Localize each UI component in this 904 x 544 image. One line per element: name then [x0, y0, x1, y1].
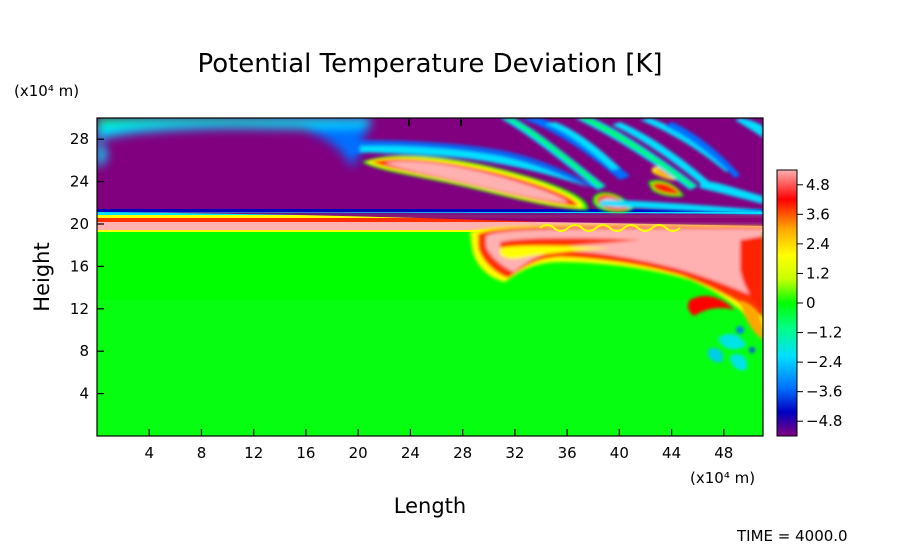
x-tick-label: 24 [401, 444, 420, 462]
x-tick-label: 48 [714, 444, 733, 462]
y-tick-label: 24 [70, 173, 89, 191]
colorbar-scale [776, 169, 798, 437]
x-tick-label: 28 [453, 444, 472, 462]
x-axis-unit: (x10⁴ m) [690, 469, 755, 487]
x-tick-label: 36 [558, 444, 577, 462]
time-annotation: TIME = 4000.0 [736, 527, 848, 544]
y-tick-label: 8 [79, 342, 89, 360]
y-tick-label: 16 [70, 257, 89, 275]
colorbar-tick-label: −3.6 [806, 383, 842, 401]
colorbar-tick-label: 1.2 [806, 264, 830, 282]
colorbar-tick-label: −4.8 [806, 412, 842, 430]
y-tick-label: 28 [70, 130, 89, 148]
x-tick-label: 40 [610, 444, 629, 462]
y-tick-label: 20 [70, 215, 89, 233]
x-tick-label: 8 [197, 444, 207, 462]
colorbar-tick-label: 2.4 [806, 235, 830, 253]
y-axis-ticks: 4 8 12 16 20 24 28 [70, 130, 104, 403]
y-tick-label: 12 [70, 300, 89, 318]
colorbar-tick-label: −1.2 [806, 324, 842, 342]
heatmap-field [97, 118, 763, 436]
x-tick-label: 16 [296, 444, 315, 462]
x-tick-label: 4 [144, 444, 154, 462]
colorbar-ticks: 4.8 3.6 2.4 1.2 0 −1.2 −2.4 −3.6 −4.8 [797, 176, 842, 430]
x-axis-ticks: 4 8 12 16 20 24 28 32 36 40 44 48 [144, 429, 733, 462]
colorbar-tick-label: 0 [806, 294, 816, 312]
x-axis-label: Length [394, 494, 466, 518]
colorbar-tick-label: 3.6 [806, 205, 830, 223]
y-tick-label: 4 [79, 385, 89, 403]
plot-frame [96, 117, 764, 437]
y-axis-unit: (x10⁴ m) [14, 82, 79, 100]
x-tick-label: 44 [662, 444, 681, 462]
colorbar-tick-label: −2.4 [806, 353, 842, 371]
chart-title: Potential Temperature Deviation [K] [197, 49, 662, 79]
y-axis-label: Height [30, 242, 54, 311]
x-tick-label: 20 [349, 444, 368, 462]
x-tick-label: 32 [505, 444, 524, 462]
colorbar-tick-label: 4.8 [806, 176, 830, 194]
x-tick-label: 12 [244, 444, 263, 462]
colorbar: 4.8 3.6 2.4 1.2 0 −1.2 −2.4 −3.6 −4.8 [776, 169, 842, 437]
